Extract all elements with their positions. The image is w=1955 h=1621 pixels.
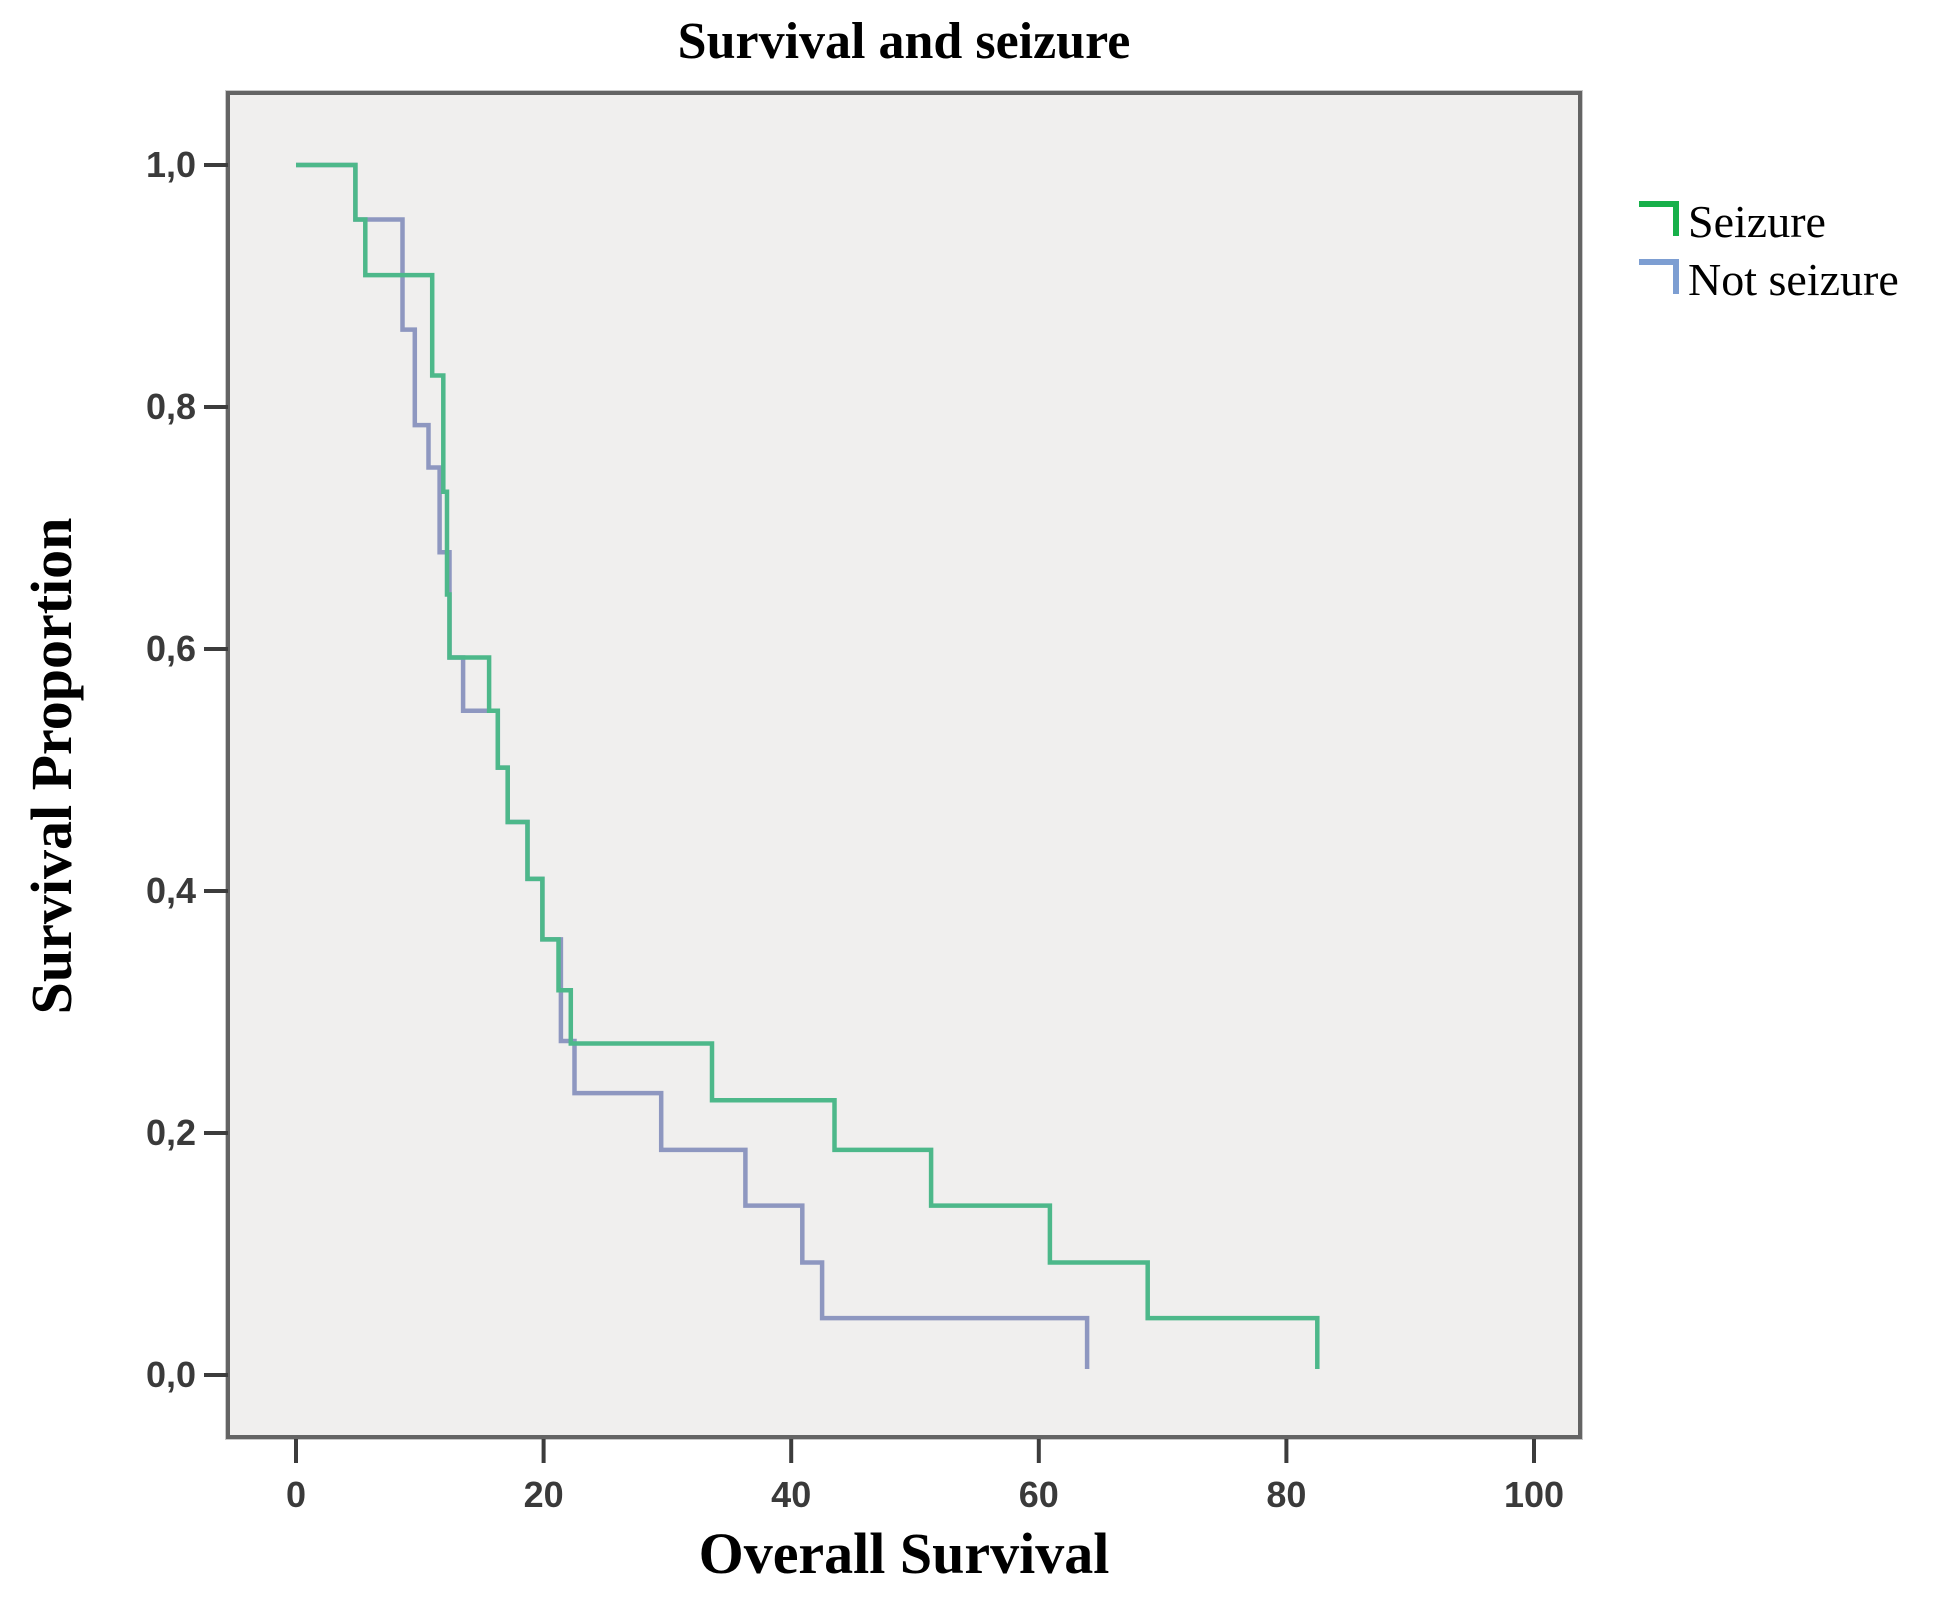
- legend-item-not-seizure: Not seizure: [1636, 254, 1899, 306]
- chart-title: Survival and seizure: [677, 13, 1131, 70]
- x-tick-label: 80: [1266, 1474, 1306, 1515]
- legend-step-icon: [1639, 259, 1679, 294]
- legend: Seizure Not seizure: [1636, 196, 1899, 306]
- legend-item-seizure: Seizure: [1636, 196, 1899, 248]
- y-tick-label: 0,8: [146, 386, 196, 427]
- x-tick-label: 40: [771, 1474, 811, 1515]
- legend-label: Not seizure: [1688, 254, 1899, 305]
- km-curve-seizure: [296, 162, 1320, 1369]
- x-tick-label: 20: [524, 1474, 564, 1515]
- legend-step-icon: [1639, 201, 1679, 236]
- x-tick-label: 60: [1019, 1474, 1059, 1515]
- y-tick-label: 0,6: [146, 628, 196, 669]
- y-tick-label: 0,2: [146, 1112, 196, 1153]
- legend-label: Seizure: [1688, 196, 1826, 247]
- y-tick-label: 1,0: [146, 144, 196, 185]
- x-tick-label: 0: [286, 1474, 306, 1515]
- y-tick-label: 0,0: [146, 1354, 196, 1395]
- y-tick-label: 0,4: [146, 870, 196, 911]
- plot-area: [226, 91, 1582, 1439]
- x-tick-label: 100: [1504, 1474, 1564, 1515]
- x-axis-title: Overall Survival: [698, 1521, 1110, 1586]
